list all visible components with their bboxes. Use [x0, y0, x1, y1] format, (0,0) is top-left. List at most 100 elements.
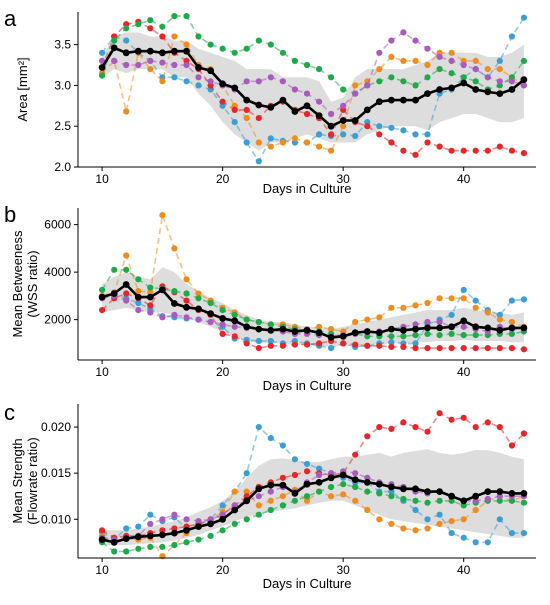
series-3-point	[303, 341, 311, 348]
y-axis-title: Area [mm²]	[15, 57, 30, 121]
series-4-point	[340, 481, 347, 488]
series-3-point	[436, 345, 443, 352]
x-tick-label: 40	[457, 563, 471, 577]
series-4-point	[376, 78, 383, 85]
series-3-point	[291, 471, 298, 479]
series-3-point	[99, 527, 106, 534]
mean-point	[460, 79, 468, 87]
series-3-point	[400, 147, 407, 154]
series-5-point	[364, 474, 371, 481]
series-2-point	[243, 115, 250, 122]
y-axis-title: (Flowrate ratio)	[25, 437, 40, 524]
series-3-point	[424, 139, 431, 146]
series-4-point	[243, 45, 250, 52]
series-1-point	[388, 124, 395, 131]
series-1-point	[520, 530, 528, 537]
series-5-point	[460, 61, 467, 69]
series-1-point	[195, 82, 202, 89]
series-3-point	[243, 106, 250, 113]
mean-point	[195, 523, 202, 530]
series-1-point	[135, 299, 142, 307]
series-3-point	[388, 139, 395, 146]
mean-point	[460, 317, 468, 325]
series-5-point	[135, 61, 142, 69]
series-2-point	[267, 143, 274, 150]
series-3-point	[279, 342, 286, 349]
mean-point	[267, 326, 275, 334]
series-3-point	[376, 131, 383, 138]
mean-point	[508, 490, 516, 497]
series-3-point	[400, 343, 407, 350]
series-5-point	[207, 78, 214, 85]
series-1-point	[436, 511, 443, 518]
series-1-point	[520, 14, 528, 21]
mean-point	[496, 90, 504, 97]
x-tick-label: 10	[95, 563, 109, 577]
series-2-point	[123, 108, 130, 115]
mean-point	[207, 67, 215, 75]
series-1-point	[303, 460, 311, 467]
series-4-point	[123, 25, 130, 32]
mean-point	[134, 533, 142, 541]
series-2-point	[424, 299, 431, 307]
mean-point	[303, 102, 311, 110]
series-4-point	[412, 497, 419, 504]
mean-point	[303, 326, 311, 334]
series-2-point	[255, 502, 262, 509]
series-4-point	[448, 497, 455, 504]
series-3-point	[484, 147, 491, 154]
series-4-point	[508, 330, 515, 337]
series-2-point	[472, 57, 479, 64]
mean-point	[110, 538, 118, 546]
mean-point	[448, 84, 455, 92]
series-4-point	[267, 321, 274, 328]
series-4-point	[231, 49, 238, 56]
series-3-point	[436, 143, 443, 150]
series-1-point	[388, 488, 395, 495]
series-5-point	[147, 309, 154, 316]
series-3-point	[508, 345, 515, 352]
mean-point	[327, 334, 335, 341]
mean-point	[255, 485, 263, 493]
series-1-point	[255, 158, 262, 165]
series-1-point	[448, 530, 455, 537]
series-4-point	[255, 511, 262, 518]
mean-point	[436, 488, 443, 495]
series-1-point	[123, 37, 130, 44]
series-3-point	[496, 143, 503, 150]
series-2-point	[303, 139, 311, 146]
series-5-point	[496, 78, 503, 85]
series-5-point	[159, 59, 166, 66]
series-2-point	[412, 57, 419, 64]
series-3-point	[159, 527, 166, 534]
series-1-point	[147, 511, 154, 518]
series-2-point	[279, 493, 286, 500]
series-4-point	[388, 333, 395, 340]
mean-point	[412, 485, 419, 493]
series-5-point	[291, 86, 298, 93]
mean-point	[267, 481, 275, 489]
mean-point	[508, 86, 516, 93]
series-2-point	[496, 316, 503, 323]
y-axis-title: Mean Betweeness	[10, 230, 25, 337]
series-4-point	[111, 266, 118, 273]
x-tick-label: 20	[216, 365, 230, 379]
series-3-point	[303, 468, 311, 475]
series-5-point	[207, 516, 214, 523]
series-3-point	[448, 147, 455, 154]
series-5-point	[231, 323, 238, 330]
mean-point	[243, 323, 251, 331]
series-5-point	[352, 90, 359, 97]
series-1-point	[123, 525, 130, 532]
series-1-point	[472, 297, 479, 304]
mean-point	[195, 64, 202, 71]
series-2-point	[364, 506, 371, 514]
series-1-point	[424, 516, 431, 523]
series-3-point	[376, 342, 383, 349]
series-3-point	[484, 345, 491, 352]
series-5-point	[123, 61, 130, 69]
mean-point	[110, 44, 118, 52]
series-5-point	[243, 78, 250, 85]
series-3-point	[424, 345, 431, 352]
series-4-point	[436, 497, 443, 504]
